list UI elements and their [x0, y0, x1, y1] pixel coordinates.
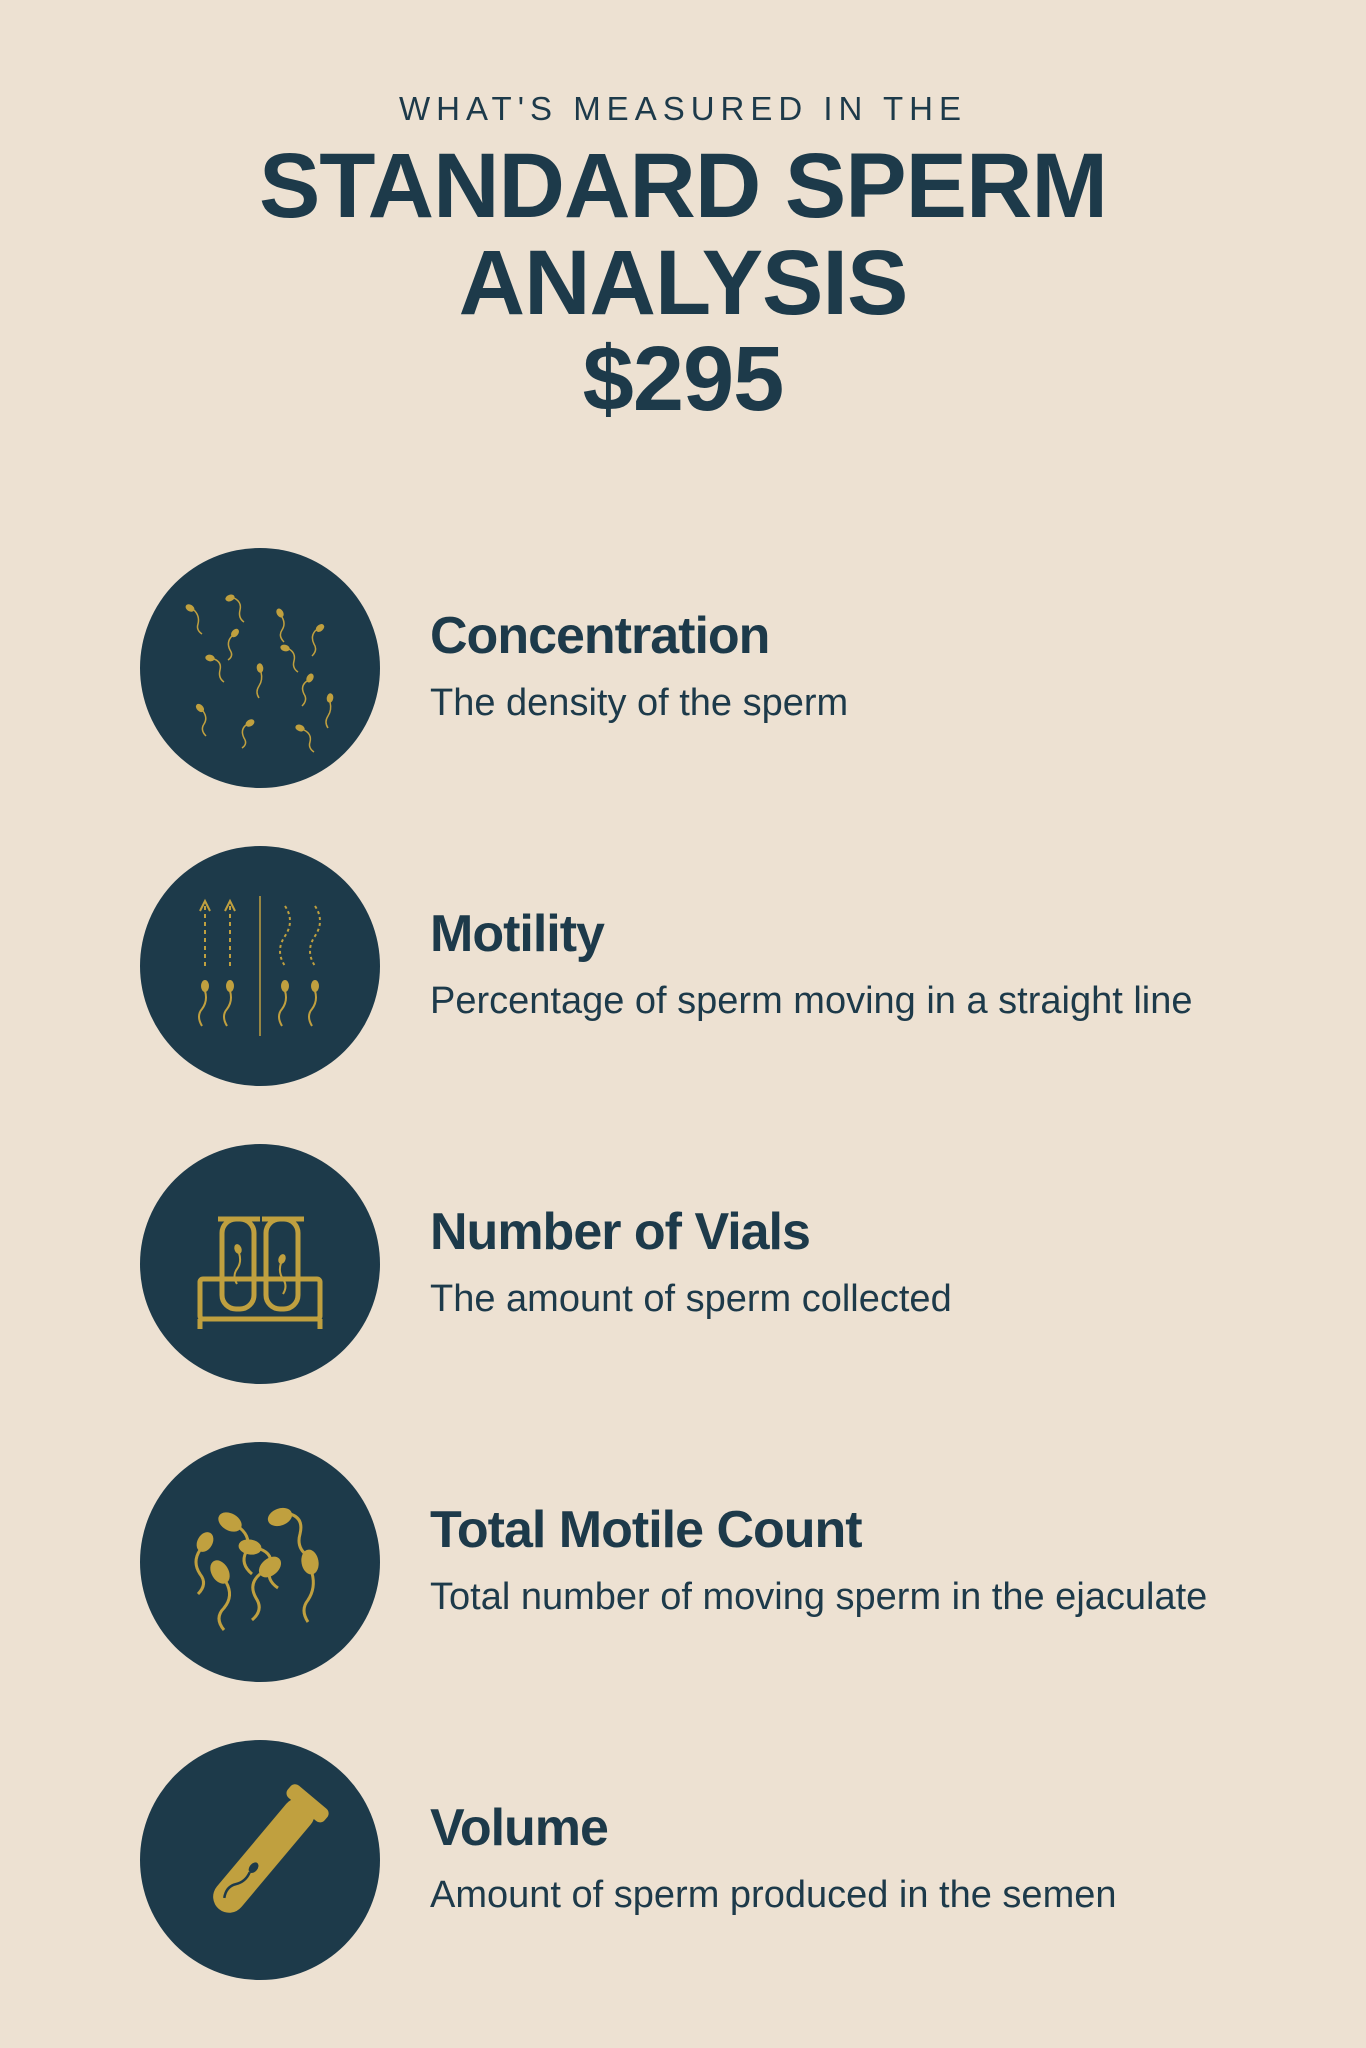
motility-lines-icon [140, 846, 380, 1086]
item-text: Volume Amount of sperm produced in the s… [430, 1798, 1266, 1921]
sperm-scatter-icon [140, 548, 380, 788]
item-text: Concentration The density of the sperm [430, 606, 1266, 729]
item-text: Total Motile Count Total number of movin… [430, 1500, 1266, 1623]
list-item: Motility Percentage of sperm moving in a… [140, 846, 1266, 1086]
item-desc: Amount of sperm produced in the semen [430, 1870, 1266, 1921]
list-item: Number of Vials The amount of sperm coll… [140, 1144, 1266, 1384]
list-item: Concentration The density of the sperm [140, 548, 1266, 788]
item-title: Volume [430, 1798, 1266, 1858]
item-title: Concentration [430, 606, 1266, 666]
main-title: STANDARD SPERM ANALYSIS $295 [100, 138, 1266, 428]
vials-icon [140, 1144, 380, 1384]
test-tube-icon [140, 1740, 380, 1980]
item-title: Number of Vials [430, 1202, 1266, 1262]
item-desc: Total number of moving sperm in the ejac… [430, 1572, 1266, 1623]
item-desc: Percentage of sperm moving in a straight… [430, 976, 1266, 1027]
sperm-cluster-icon [140, 1442, 380, 1682]
item-text: Motility Percentage of sperm moving in a… [430, 904, 1266, 1027]
list-item: Total Motile Count Total number of movin… [140, 1442, 1266, 1682]
item-title: Motility [430, 904, 1266, 964]
list-item: Volume Amount of sperm produced in the s… [140, 1740, 1266, 1980]
item-title: Total Motile Count [430, 1500, 1266, 1560]
items-list: Concentration The density of the sperm M… [100, 548, 1266, 1980]
item-text: Number of Vials The amount of sperm coll… [430, 1202, 1266, 1325]
header: WHAT'S MEASURED IN THE STANDARD SPERM AN… [100, 90, 1266, 428]
subtitle: WHAT'S MEASURED IN THE [100, 90, 1266, 128]
item-desc: The amount of sperm collected [430, 1274, 1266, 1325]
item-desc: The density of the sperm [430, 678, 1266, 729]
